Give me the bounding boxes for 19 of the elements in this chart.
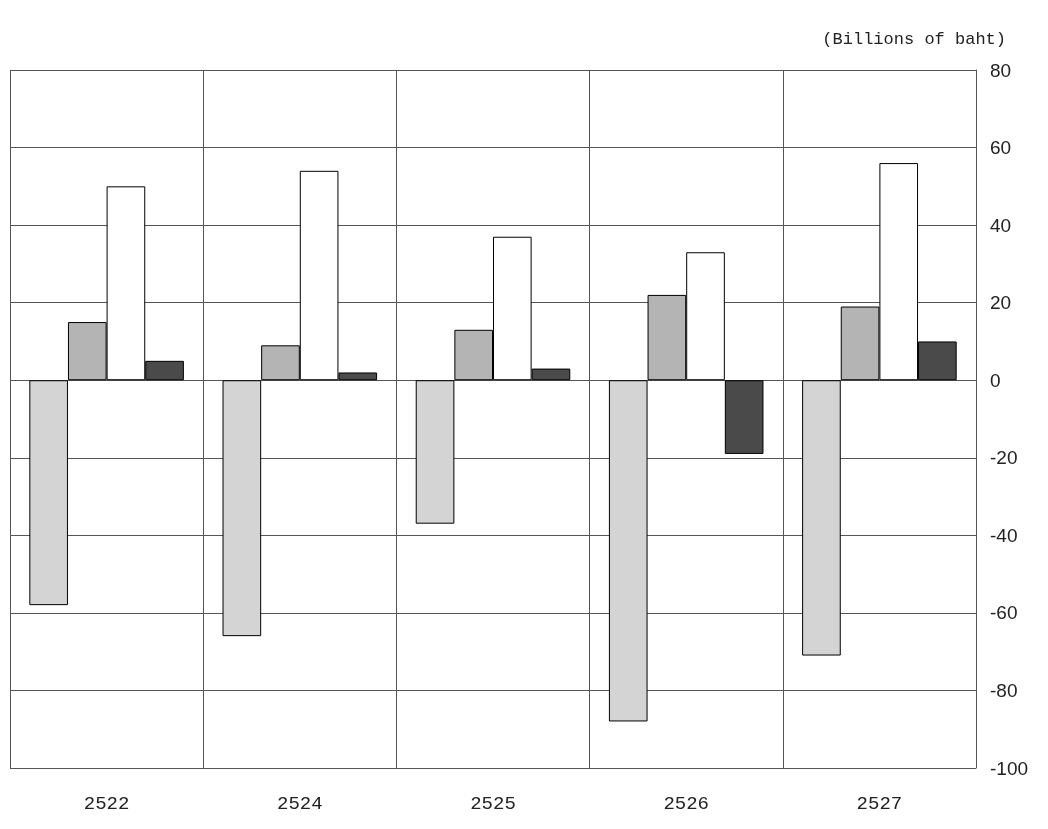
y-tick-label: 20: [990, 292, 1012, 314]
x-tick-label: 2525: [470, 792, 516, 815]
y-tick-label: 80: [990, 59, 1012, 81]
y-tick-label: -20: [990, 447, 1018, 469]
y-tick-label: 60: [990, 137, 1012, 159]
x-tick-label: 2526: [663, 792, 709, 815]
x-tick-label: 2524: [277, 792, 323, 815]
bar: [802, 380, 841, 656]
bar: [222, 380, 262, 637]
y-tick-label: -40: [990, 524, 1018, 546]
x-tick-label: 2527: [856, 792, 903, 815]
y-tick-label: -100: [990, 757, 1029, 779]
y-tick-label: -60: [990, 602, 1018, 624]
y-tick-label: 40: [990, 214, 1012, 236]
y-tick-label: -80: [990, 679, 1018, 701]
x-tick-label: 2522: [83, 792, 130, 815]
y-tick-label: 0: [990, 369, 1001, 391]
bar: [29, 380, 68, 606]
y-axis-title: (Billions of baht): [822, 30, 1006, 49]
